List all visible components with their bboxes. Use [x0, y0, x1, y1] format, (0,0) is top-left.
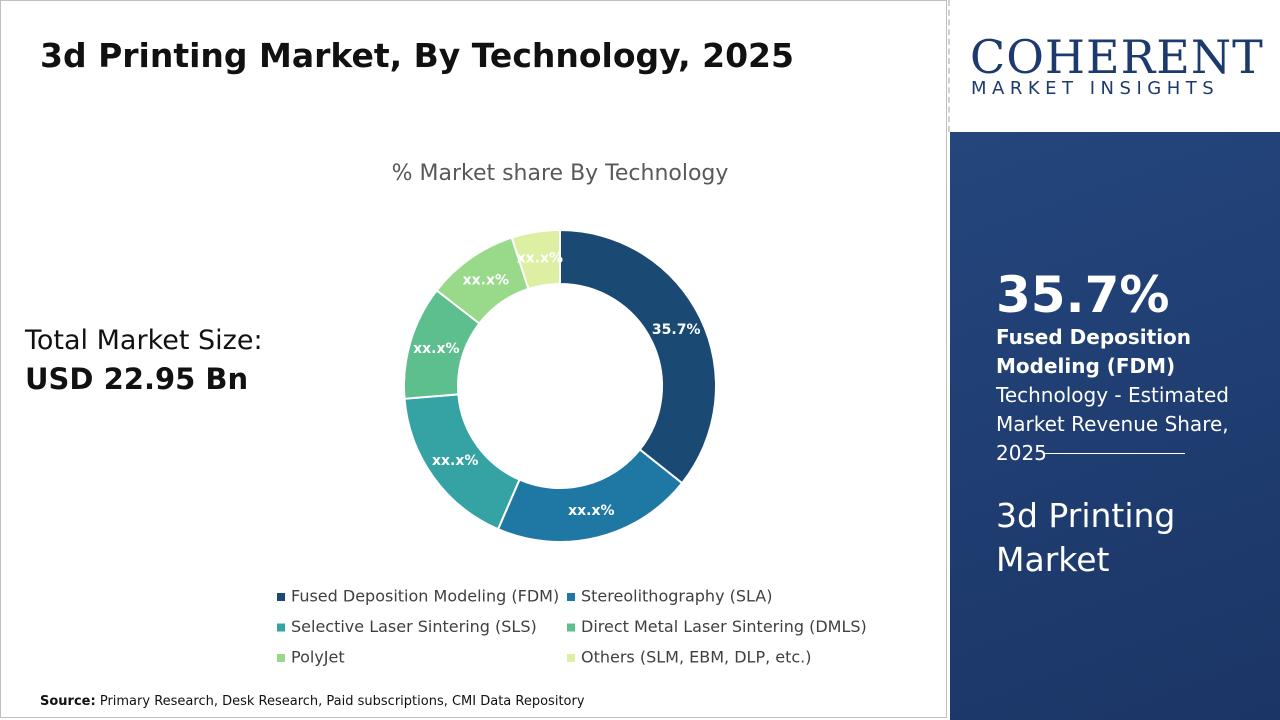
legend-swatch: [277, 654, 285, 662]
legend-swatch: [277, 623, 285, 632]
legend-swatch: [567, 593, 575, 601]
market-size-label: Total Market Size:: [25, 325, 263, 356]
donut-slice: [496, 448, 684, 543]
title: 3d Printing Market, By Technology, 2025: [40, 36, 794, 75]
legend-label: PolyJet: [291, 648, 345, 667]
legend-label: Direct Metal Laser Sintering (DMLS): [581, 617, 867, 636]
source-text: Primary Research, Desk Research, Paid su…: [99, 694, 585, 709]
logo-name: COHERENT: [970, 30, 1264, 84]
data-label: xx.x%: [517, 251, 563, 267]
donut-slice: [510, 228, 561, 291]
data-label: xx.x%: [432, 453, 478, 469]
donut-slice: [559, 228, 717, 485]
data-label: xx.x%: [463, 272, 509, 288]
legend-label: Stereolithography (SLA): [581, 587, 772, 606]
legend-label: Others (SLM, EBM, DLP, etc.): [581, 648, 812, 667]
legend-swatch: [567, 623, 575, 632]
market-size-value: USD 22.95 Bn: [25, 362, 249, 396]
highlight-value: 35.7%: [996, 266, 1170, 324]
source-label: Source:: [40, 694, 96, 709]
divider: [1045, 453, 1185, 454]
data-label: 35.7%: [652, 322, 701, 338]
legend-swatch: [277, 593, 285, 601]
logo-tagline: MARKET INSIGHTS: [971, 78, 1220, 99]
legend-swatch: [567, 654, 575, 662]
chart-frame: [0, 0, 947, 718]
chart: % Market share By Technology 35.7% xx.x% x…: [277, 161, 867, 667]
data-label: xx.x%: [568, 503, 614, 519]
logo-area: [948, 0, 1280, 132]
highlight-market: 3d Printing Market: [996, 496, 1176, 579]
legend-label: Selective Laser Sintering (SLS): [291, 617, 537, 636]
chart-title: % Market share By Technology: [392, 161, 729, 186]
side-panel: [950, 132, 1280, 720]
legend-label: Fused Deposition Modeling (FDM): [291, 587, 559, 606]
highlight-description: Technology - Estimated Market Revenue Sh…: [996, 383, 1229, 465]
highlight-segment: Fused Deposition Modeling (FDM): [996, 325, 1192, 378]
data-label: xx.x%: [413, 341, 459, 357]
source: Source: Primary Research, Desk Research,…: [40, 694, 585, 709]
